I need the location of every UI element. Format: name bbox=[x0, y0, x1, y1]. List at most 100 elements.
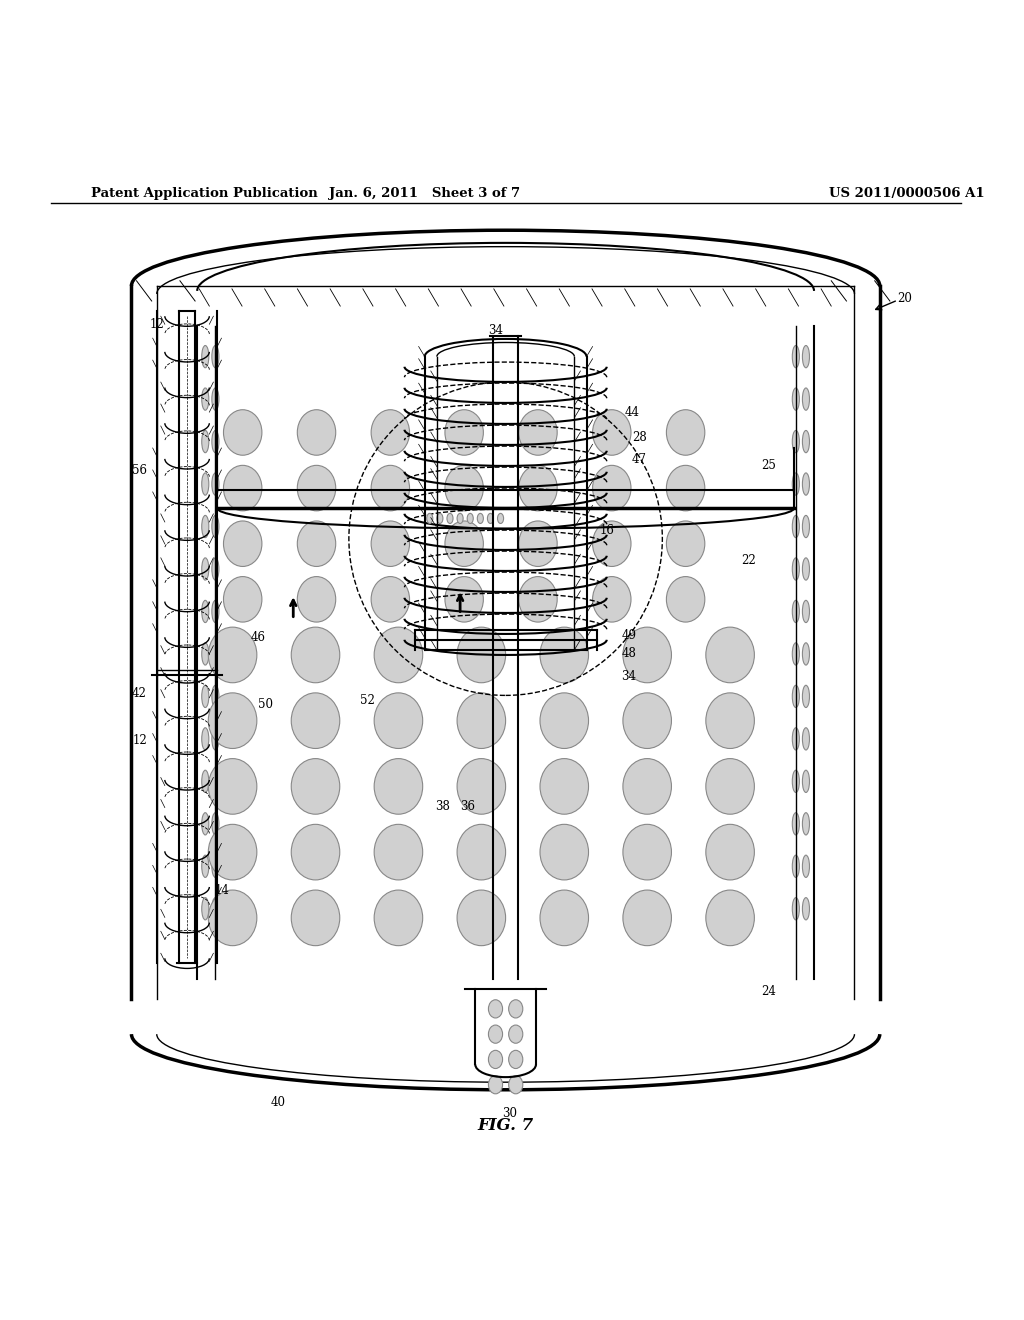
Text: 44: 44 bbox=[625, 405, 640, 418]
Ellipse shape bbox=[667, 577, 705, 622]
Ellipse shape bbox=[445, 577, 483, 622]
Ellipse shape bbox=[223, 521, 262, 566]
Ellipse shape bbox=[593, 521, 631, 566]
Text: 25: 25 bbox=[761, 459, 776, 473]
Ellipse shape bbox=[374, 824, 423, 880]
Ellipse shape bbox=[540, 627, 589, 682]
Ellipse shape bbox=[793, 515, 800, 537]
Ellipse shape bbox=[793, 685, 800, 708]
Text: FIG. 7: FIG. 7 bbox=[477, 1117, 534, 1134]
Ellipse shape bbox=[803, 430, 810, 453]
Ellipse shape bbox=[202, 515, 209, 537]
Text: US 2011/0000506 A1: US 2011/0000506 A1 bbox=[829, 186, 985, 199]
Ellipse shape bbox=[706, 824, 755, 880]
Ellipse shape bbox=[445, 521, 483, 566]
Ellipse shape bbox=[803, 898, 810, 920]
Ellipse shape bbox=[446, 513, 453, 524]
Ellipse shape bbox=[208, 890, 257, 945]
Ellipse shape bbox=[202, 685, 209, 708]
Ellipse shape bbox=[223, 409, 262, 455]
Ellipse shape bbox=[793, 727, 800, 750]
Text: 50: 50 bbox=[258, 698, 273, 711]
Text: 24: 24 bbox=[761, 985, 776, 998]
Text: 52: 52 bbox=[359, 694, 375, 708]
Ellipse shape bbox=[212, 430, 219, 453]
Ellipse shape bbox=[803, 855, 810, 878]
Ellipse shape bbox=[202, 473, 209, 495]
Ellipse shape bbox=[793, 473, 800, 495]
Ellipse shape bbox=[437, 513, 443, 524]
Text: Patent Application Publication: Patent Application Publication bbox=[91, 186, 317, 199]
Ellipse shape bbox=[803, 473, 810, 495]
Ellipse shape bbox=[212, 601, 219, 623]
Ellipse shape bbox=[488, 1026, 503, 1043]
Ellipse shape bbox=[803, 771, 810, 792]
Ellipse shape bbox=[793, 771, 800, 792]
Ellipse shape bbox=[291, 693, 340, 748]
Ellipse shape bbox=[667, 466, 705, 511]
Ellipse shape bbox=[291, 759, 340, 814]
Text: 30: 30 bbox=[502, 1106, 517, 1119]
Text: 12: 12 bbox=[132, 734, 146, 747]
Ellipse shape bbox=[202, 558, 209, 579]
Ellipse shape bbox=[509, 1051, 523, 1068]
Ellipse shape bbox=[202, 813, 209, 836]
Ellipse shape bbox=[706, 693, 755, 748]
Ellipse shape bbox=[488, 1051, 503, 1068]
Text: Jan. 6, 2011   Sheet 3 of 7: Jan. 6, 2011 Sheet 3 of 7 bbox=[329, 186, 520, 199]
Ellipse shape bbox=[706, 890, 755, 945]
Ellipse shape bbox=[202, 601, 209, 623]
Ellipse shape bbox=[212, 346, 219, 368]
Ellipse shape bbox=[371, 466, 410, 511]
Ellipse shape bbox=[623, 824, 672, 880]
Ellipse shape bbox=[212, 855, 219, 878]
Ellipse shape bbox=[202, 430, 209, 453]
Ellipse shape bbox=[371, 409, 410, 455]
Ellipse shape bbox=[202, 388, 209, 411]
Ellipse shape bbox=[457, 693, 506, 748]
Ellipse shape bbox=[208, 759, 257, 814]
Ellipse shape bbox=[457, 824, 506, 880]
Ellipse shape bbox=[212, 388, 219, 411]
Ellipse shape bbox=[212, 727, 219, 750]
Ellipse shape bbox=[803, 813, 810, 836]
Ellipse shape bbox=[457, 513, 463, 524]
Ellipse shape bbox=[623, 627, 672, 682]
Ellipse shape bbox=[467, 513, 473, 524]
Ellipse shape bbox=[540, 824, 589, 880]
Text: 49: 49 bbox=[622, 630, 637, 643]
Ellipse shape bbox=[202, 898, 209, 920]
Text: 16: 16 bbox=[599, 524, 614, 537]
Ellipse shape bbox=[793, 898, 800, 920]
Ellipse shape bbox=[202, 643, 209, 665]
Ellipse shape bbox=[427, 513, 433, 524]
Ellipse shape bbox=[487, 513, 494, 524]
Ellipse shape bbox=[519, 577, 557, 622]
Ellipse shape bbox=[593, 577, 631, 622]
Text: 40: 40 bbox=[270, 1097, 286, 1109]
Ellipse shape bbox=[297, 409, 336, 455]
Ellipse shape bbox=[374, 759, 423, 814]
Ellipse shape bbox=[803, 685, 810, 708]
Text: 46: 46 bbox=[250, 631, 265, 644]
Text: 42: 42 bbox=[132, 686, 147, 700]
Ellipse shape bbox=[202, 771, 209, 792]
Ellipse shape bbox=[793, 346, 800, 368]
Ellipse shape bbox=[212, 898, 219, 920]
Ellipse shape bbox=[291, 824, 340, 880]
Text: 47: 47 bbox=[632, 453, 646, 466]
Ellipse shape bbox=[223, 466, 262, 511]
Text: 38: 38 bbox=[435, 800, 451, 813]
Ellipse shape bbox=[297, 577, 336, 622]
Text: 36: 36 bbox=[460, 800, 475, 813]
Ellipse shape bbox=[371, 521, 410, 566]
Ellipse shape bbox=[519, 466, 557, 511]
Ellipse shape bbox=[793, 813, 800, 836]
Ellipse shape bbox=[593, 409, 631, 455]
Ellipse shape bbox=[509, 1026, 523, 1043]
Ellipse shape bbox=[623, 693, 672, 748]
Text: 28: 28 bbox=[632, 432, 646, 444]
Ellipse shape bbox=[374, 693, 423, 748]
Text: 34: 34 bbox=[622, 669, 637, 682]
Ellipse shape bbox=[623, 759, 672, 814]
